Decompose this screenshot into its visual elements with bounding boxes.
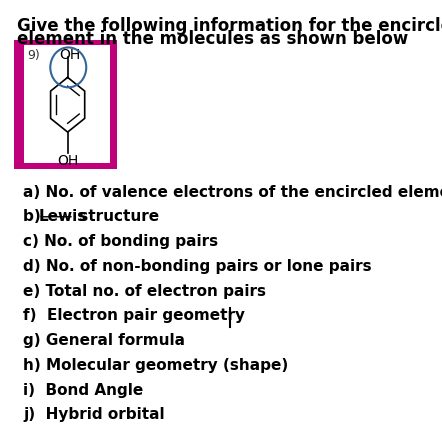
Text: e) Total no. of electron pairs: e) Total no. of electron pairs (23, 284, 266, 298)
FancyBboxPatch shape (14, 41, 117, 169)
Text: b): b) (23, 209, 46, 224)
Text: element in the molecules as shown below: element in the molecules as shown below (17, 30, 408, 48)
Text: structure: structure (74, 209, 159, 224)
FancyBboxPatch shape (24, 45, 110, 163)
Text: 9): 9) (27, 49, 40, 62)
Text: a) No. of valence electrons of the encircled element: a) No. of valence electrons of the encir… (23, 184, 442, 200)
Text: OH: OH (57, 154, 78, 168)
Text: Lewis: Lewis (38, 209, 87, 224)
Text: c) No. of bonding pairs: c) No. of bonding pairs (23, 234, 218, 249)
Text: OH: OH (59, 48, 80, 62)
Text: d) No. of non-bonding pairs or lone pairs: d) No. of non-bonding pairs or lone pair… (23, 259, 372, 274)
Text: j)  Hybrid orbital: j) Hybrid orbital (23, 407, 165, 423)
Text: i)  Bond Angle: i) Bond Angle (23, 383, 144, 398)
Text: f)  Electron pair geometry: f) Electron pair geometry (23, 309, 245, 323)
Text: h) Molecular geometry (shape): h) Molecular geometry (shape) (23, 358, 289, 373)
Text: g) General formula: g) General formula (23, 333, 185, 348)
Text: Give the following information for the encircled: Give the following information for the e… (17, 17, 442, 35)
